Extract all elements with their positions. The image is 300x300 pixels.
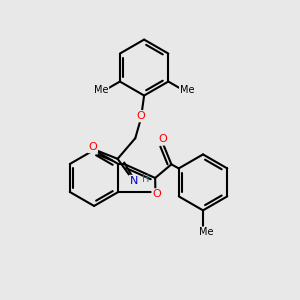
Text: H: H	[142, 174, 150, 184]
Text: O: O	[88, 142, 97, 152]
Text: O: O	[152, 189, 161, 199]
Text: O: O	[137, 111, 146, 121]
Text: Me: Me	[94, 85, 108, 95]
Text: N: N	[130, 176, 138, 186]
Text: Me: Me	[180, 85, 194, 95]
Text: Me: Me	[199, 227, 213, 237]
Text: O: O	[159, 134, 167, 145]
